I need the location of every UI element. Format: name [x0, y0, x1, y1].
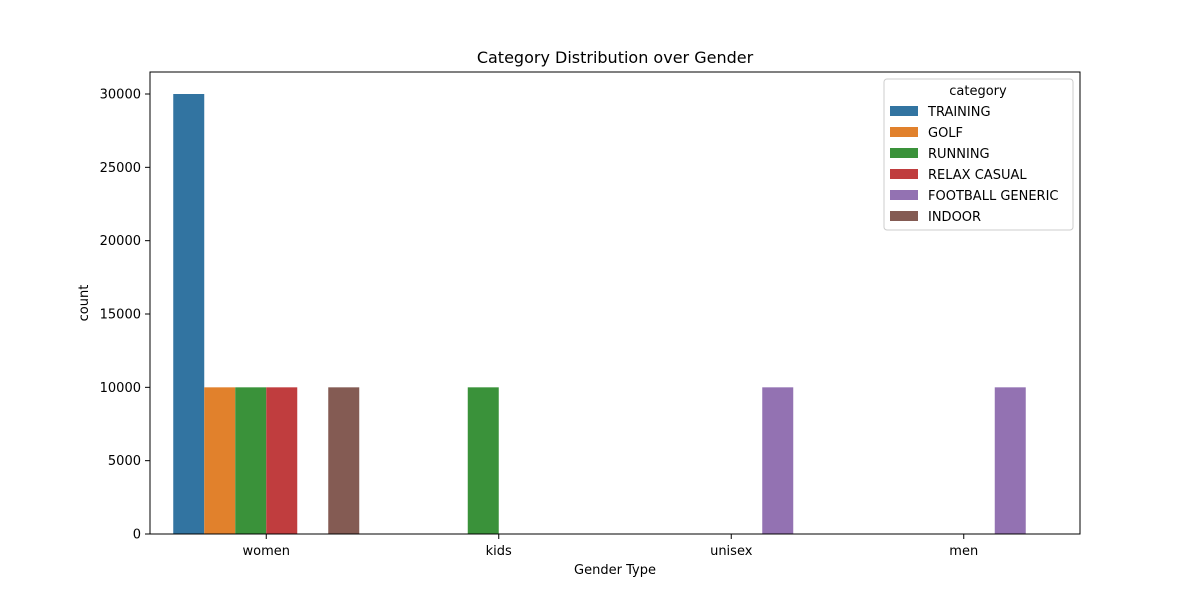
- bar: [173, 94, 205, 534]
- legend-swatch: [890, 106, 918, 116]
- legend-label: INDOOR: [928, 210, 981, 225]
- y-tick-label: 0: [133, 528, 141, 543]
- bar: [762, 387, 794, 534]
- y-axis: 0 5000 10000 15000 20000 25000 30000: [100, 88, 150, 543]
- legend-label: TRAINING: [927, 105, 991, 120]
- legend-label: RELAX CASUAL: [928, 168, 1027, 183]
- y-tick-label: 5000: [108, 454, 141, 469]
- bar: [467, 387, 499, 534]
- bar: [994, 387, 1026, 534]
- legend-swatch: [890, 211, 918, 221]
- bars-group: [173, 94, 1026, 534]
- legend-swatch: [890, 190, 918, 200]
- legend: category TRAINING GOLF RUNNING RELAX CASUAL…: [883, 78, 1074, 231]
- y-tick-label: 25000: [100, 161, 141, 176]
- bar: [328, 387, 360, 534]
- bar: [266, 387, 298, 534]
- legend-label: FOOTBALL GENERIC: [928, 189, 1058, 204]
- chart-title: Category Distribution over Gender: [477, 48, 754, 67]
- legend-title: category: [949, 84, 1007, 99]
- bar: [235, 387, 267, 534]
- x-axis-label: Gender Type: [574, 563, 656, 578]
- legend-swatch: [890, 169, 918, 179]
- y-tick-label: 30000: [100, 88, 141, 103]
- y-tick-label: 20000: [100, 234, 141, 249]
- x-tick-label: women: [243, 544, 291, 559]
- y-tick-label: 15000: [100, 308, 141, 323]
- legend-swatch: [890, 148, 918, 158]
- x-axis: women kids unisex men: [243, 534, 978, 559]
- legend-swatch: [890, 127, 918, 137]
- legend-label: GOLF: [928, 126, 963, 141]
- legend-box: [883, 78, 1074, 231]
- y-tick-label: 10000: [100, 381, 141, 396]
- legend-label: RUNNING: [928, 147, 990, 162]
- y-axis-label: count: [77, 285, 92, 322]
- x-tick-label: kids: [486, 544, 512, 559]
- bar: [204, 387, 236, 534]
- plot-frame: [149, 71, 1081, 535]
- x-tick-label: unisex: [710, 544, 753, 559]
- x-tick-label: men: [949, 544, 978, 559]
